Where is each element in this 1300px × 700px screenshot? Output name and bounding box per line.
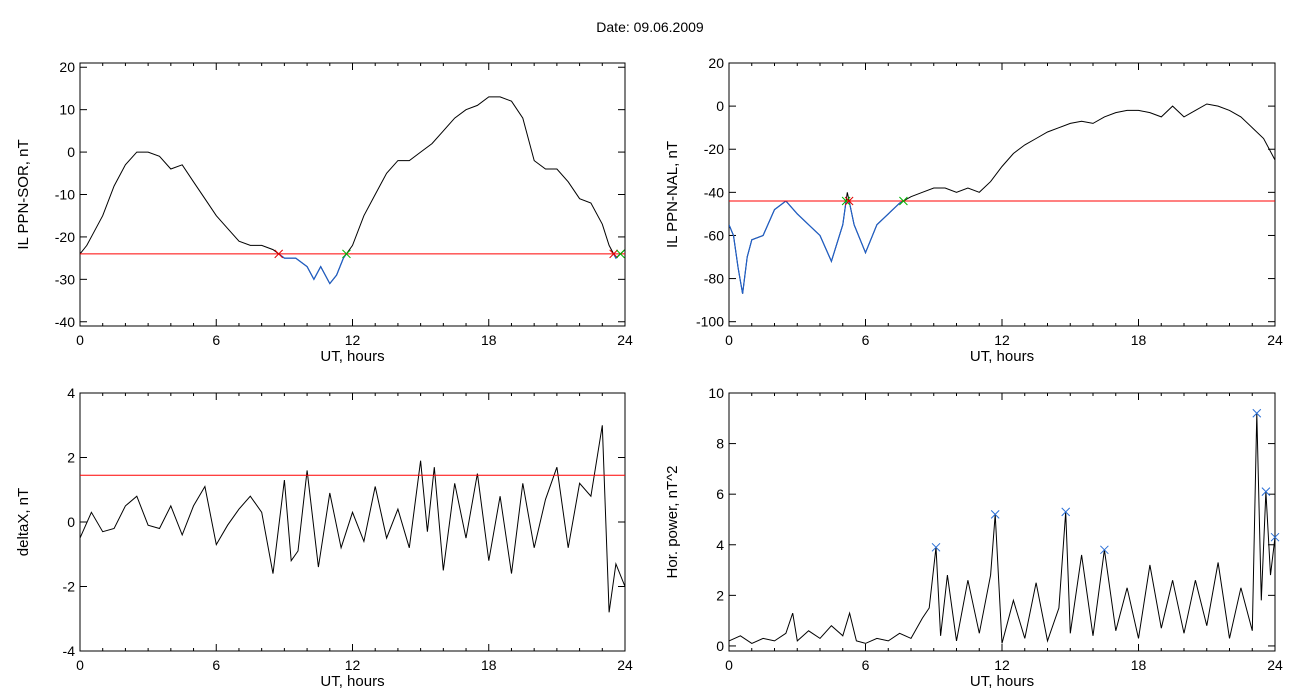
- y-tick-label: 20: [59, 59, 75, 75]
- y-axis-label: IL PPN-NAL, nT: [664, 141, 681, 248]
- marker-stroke: [1100, 545, 1109, 555]
- y-tick-label: 0: [67, 514, 75, 530]
- y-tick-label: -20: [55, 229, 75, 245]
- series-line: [79, 96, 626, 285]
- crossing-marker: [274, 249, 284, 259]
- x-axis-label: UT, hours: [320, 673, 384, 690]
- x-tick-label: 18: [1131, 657, 1147, 673]
- y-tick-label: -20: [704, 141, 724, 157]
- x-tick-label: 0: [725, 657, 733, 673]
- y-tick-label: -10: [55, 187, 75, 203]
- x-tick-label: 24: [617, 332, 633, 348]
- y-tick-label: -40: [704, 184, 724, 200]
- y-tick-label: 0: [716, 98, 724, 114]
- x-axis-label: UT, hours: [970, 673, 1034, 690]
- x-tick-label: 12: [345, 332, 361, 348]
- y-tick-label: 0: [67, 144, 75, 160]
- x-tick-label: 0: [76, 332, 84, 348]
- marker-stroke: [844, 196, 854, 206]
- y-tick-label: 8: [716, 436, 724, 452]
- x-tick-label: 6: [212, 332, 220, 348]
- y-tick-label: 2: [716, 587, 724, 603]
- x-tick-label: 6: [212, 657, 220, 673]
- marker-stroke: [990, 510, 1000, 519]
- y-axis-label: Hor. power, nT^2: [664, 466, 681, 579]
- x-tick-label: 0: [725, 332, 733, 348]
- marker-stroke: [616, 249, 625, 259]
- y-tick-label: 6: [716, 486, 724, 502]
- x-tick-label: 12: [345, 657, 361, 673]
- page-title: Date: 09.06.2009: [596, 19, 704, 35]
- y-tick-label: 0: [716, 638, 724, 654]
- y-tick-label: -40: [55, 314, 75, 330]
- x-axis-label: UT, hours: [970, 348, 1034, 365]
- y-tick-label: 2: [67, 450, 75, 466]
- y-tick-label: -100: [696, 314, 724, 330]
- plot-frame: [728, 392, 1276, 652]
- x-tick-label: 24: [1267, 657, 1283, 673]
- marker-stroke: [931, 542, 941, 552]
- y-tick-label: 4: [716, 537, 724, 553]
- y-tick-label: -2: [63, 579, 76, 595]
- x-tick-label: 12: [994, 657, 1010, 673]
- peak-marker: [1252, 408, 1262, 418]
- y-tick-label: -60: [704, 227, 724, 243]
- y-tick-label: 10: [59, 102, 75, 118]
- crossing-marker: [342, 249, 351, 259]
- plot-frame: [79, 62, 626, 327]
- marker-stroke: [1252, 408, 1262, 418]
- marker-stroke: [841, 196, 851, 206]
- marker-stroke: [1270, 532, 1280, 542]
- series-line: [79, 425, 626, 613]
- crossing-marker: [844, 196, 854, 206]
- x-tick-label: 18: [1131, 332, 1147, 348]
- y-tick-label: -80: [704, 271, 724, 287]
- peak-marker: [1270, 532, 1280, 542]
- x-tick-label: 6: [862, 332, 870, 348]
- plot-frame: [728, 62, 1276, 327]
- x-tick-label: 18: [481, 332, 497, 348]
- peak-marker: [1261, 487, 1271, 497]
- peak-marker: [990, 510, 1000, 519]
- crossing-marker: [609, 249, 618, 259]
- y-axis-label: IL PPN-SOR, nT: [15, 139, 32, 249]
- x-tick-label: 24: [617, 657, 633, 673]
- x-tick-label: 24: [1267, 332, 1283, 348]
- chart-panel-2: 0 6 12 18 24 -100 -80 -60 -40 -20 0 20 UT, hours IL P…: [664, 55, 1283, 365]
- marker-stroke: [1261, 487, 1271, 497]
- x-tick-label: 12: [994, 332, 1010, 348]
- y-tick-label: 4: [67, 385, 75, 401]
- series-line: [728, 413, 1276, 644]
- crossing-marker: [841, 196, 851, 206]
- marker-stroke: [609, 249, 618, 259]
- y-tick-label: 10: [708, 385, 724, 401]
- peak-marker: [931, 542, 941, 552]
- marker-stroke: [342, 249, 351, 259]
- y-tick-label: -4: [63, 643, 76, 659]
- x-tick-label: 0: [76, 657, 84, 673]
- y-tick-label: 20: [708, 55, 724, 71]
- x-tick-label: 18: [481, 657, 497, 673]
- crossing-marker: [616, 249, 625, 259]
- crossing-marker: [899, 196, 908, 206]
- x-tick-label: 6: [862, 657, 870, 673]
- marker-stroke: [1061, 507, 1071, 517]
- marker-stroke: [274, 249, 284, 259]
- y-axis-label: deltaX, nT: [15, 488, 32, 556]
- x-axis-label: UT, hours: [320, 348, 384, 365]
- series-line: [728, 103, 1276, 294]
- peak-marker: [1100, 545, 1109, 555]
- series-below-threshold: [80, 253, 622, 285]
- marker-stroke: [899, 196, 908, 206]
- y-tick-label: -30: [55, 271, 75, 287]
- chart-panel-1: 0 6 12 18 24 -40 -30 -20 -10 0 10 20 UT, hours IL PPN…: [15, 59, 633, 365]
- plot-frame: [79, 392, 626, 652]
- series-below-threshold: [729, 200, 905, 294]
- peak-marker: [1061, 507, 1071, 517]
